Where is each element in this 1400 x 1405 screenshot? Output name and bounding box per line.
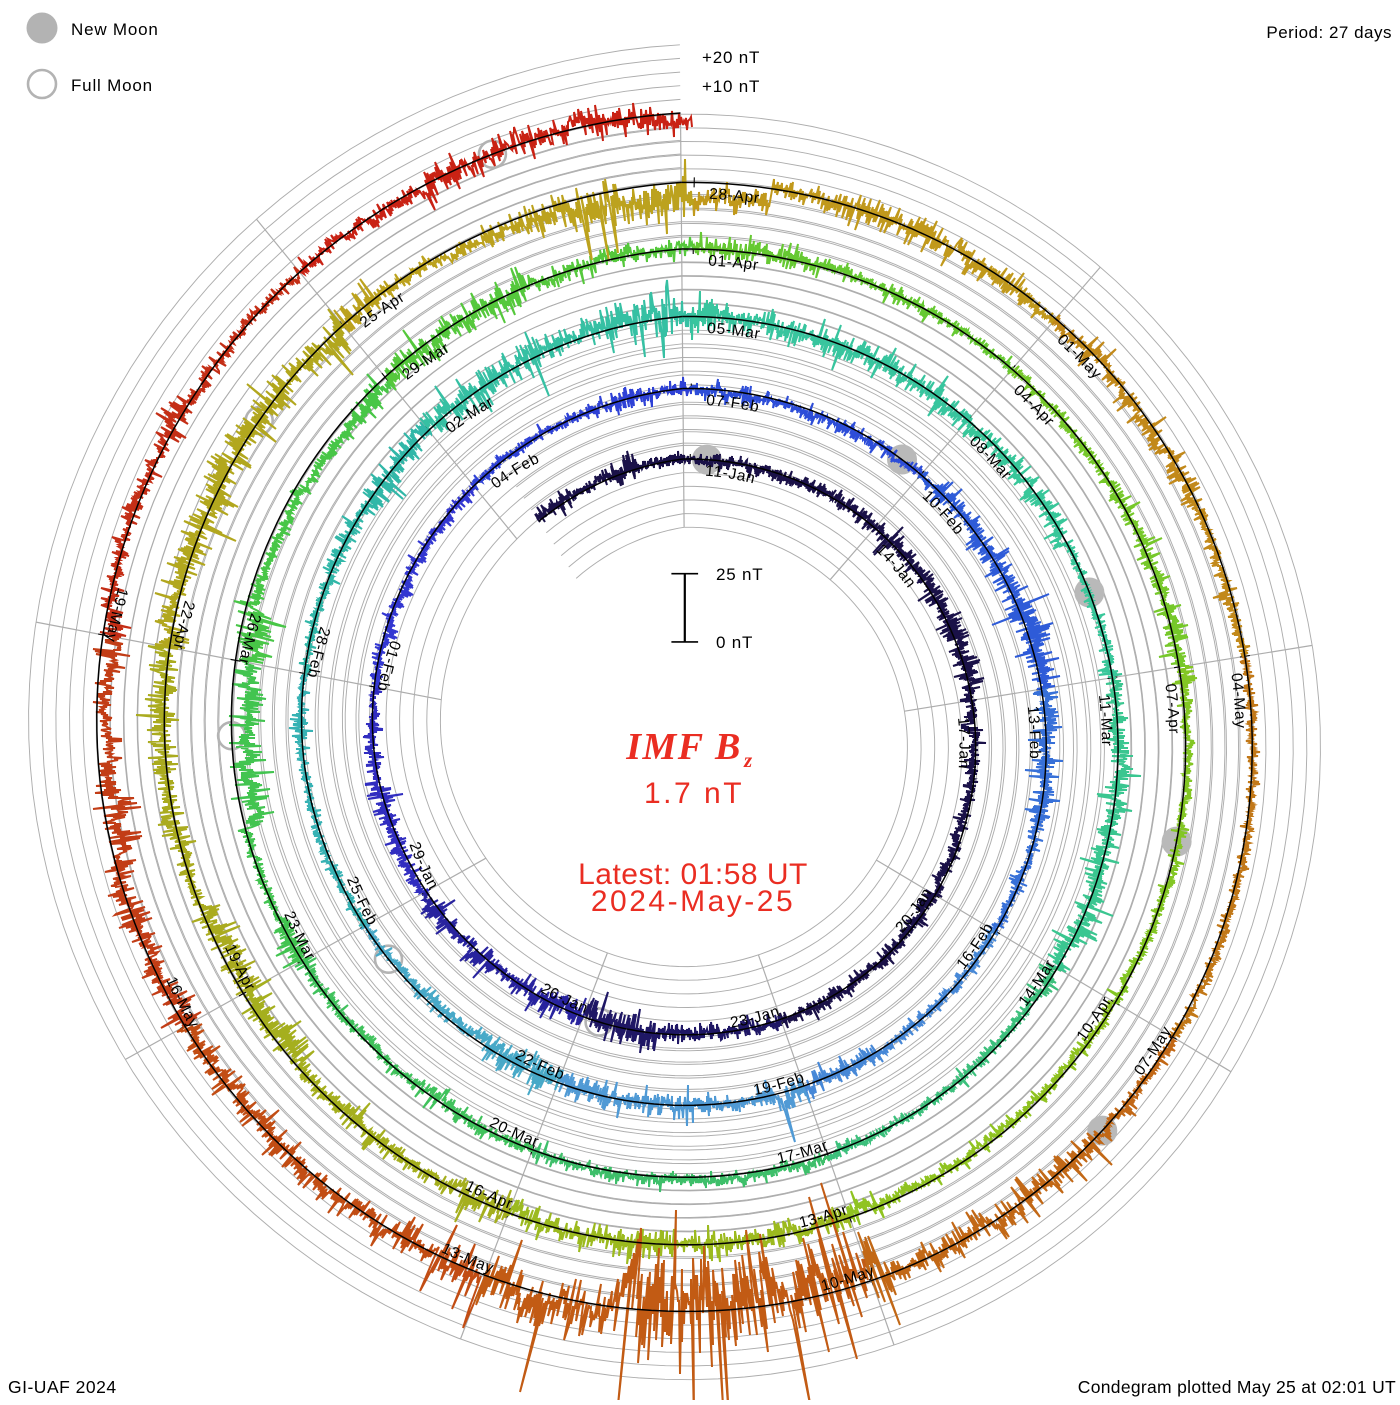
- svg-text:New Moon: New Moon: [71, 20, 159, 39]
- svg-text:+20 nT: +20 nT: [702, 48, 760, 67]
- svg-text:Full Moon: Full Moon: [71, 76, 153, 95]
- svg-text:z: z: [743, 748, 753, 772]
- svg-text:IMF B: IMF B: [625, 726, 742, 768]
- svg-text:+10 nT: +10 nT: [702, 77, 760, 96]
- svg-text:1.7 nT: 1.7 nT: [644, 777, 744, 810]
- svg-text:0 nT: 0 nT: [716, 633, 753, 652]
- svg-text:13-Feb: 13-Feb: [1024, 705, 1043, 759]
- svg-text:17-Jan: 17-Jan: [954, 717, 972, 770]
- svg-text:2024-May-25: 2024-May-25: [591, 885, 795, 918]
- svg-text:GI-UAF 2024: GI-UAF 2024: [8, 1377, 117, 1397]
- svg-text:Condegram plotted May 25 at 02: Condegram plotted May 25 at 02:01 UT: [1078, 1377, 1396, 1397]
- svg-text:25 nT: 25 nT: [716, 565, 763, 584]
- svg-text:Period: 27 days: Period: 27 days: [1266, 23, 1392, 42]
